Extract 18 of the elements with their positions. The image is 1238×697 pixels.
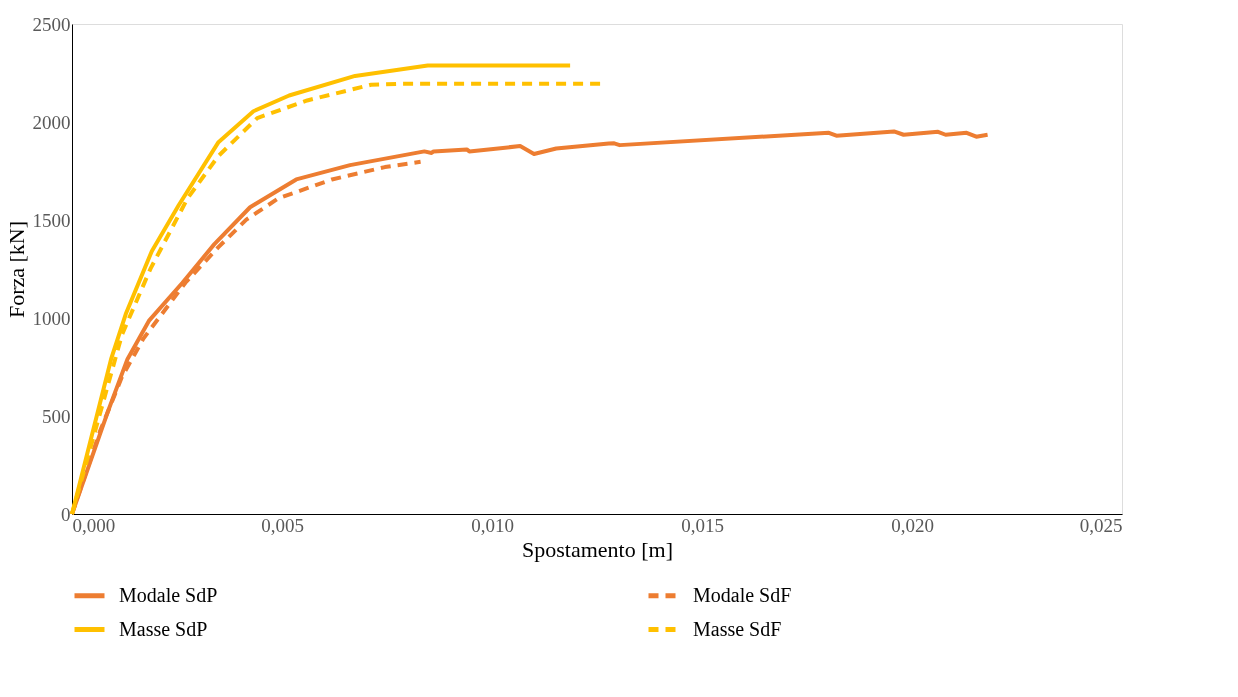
y-tick-label: 2500 <box>32 13 71 35</box>
y-tick-label: 0 <box>61 503 71 525</box>
legend-label: Masse SdF <box>693 617 782 640</box>
legend-label: Masse SdP <box>119 617 208 640</box>
x-axis-title: Spostamento [m] <box>522 536 673 562</box>
x-tick-label: 0,025 <box>1079 514 1123 536</box>
x-tick-label: 0,020 <box>891 514 934 536</box>
x-tick-label: 0,005 <box>261 514 304 536</box>
x-tick-label: 0,015 <box>681 514 724 536</box>
legend-label: Modale SdF <box>693 583 792 606</box>
y-tick-label: 1500 <box>32 209 71 231</box>
y-axis-title: Forza [kN] <box>3 220 29 319</box>
x-tick-label: 0,000 <box>72 514 116 536</box>
x-tick-label: 0,010 <box>471 514 514 536</box>
legend-label: Modale SdP <box>119 583 218 606</box>
y-tick-label: 1000 <box>32 307 71 329</box>
y-tick-label: 2000 <box>32 111 71 133</box>
y-tick-label: 500 <box>42 405 71 427</box>
